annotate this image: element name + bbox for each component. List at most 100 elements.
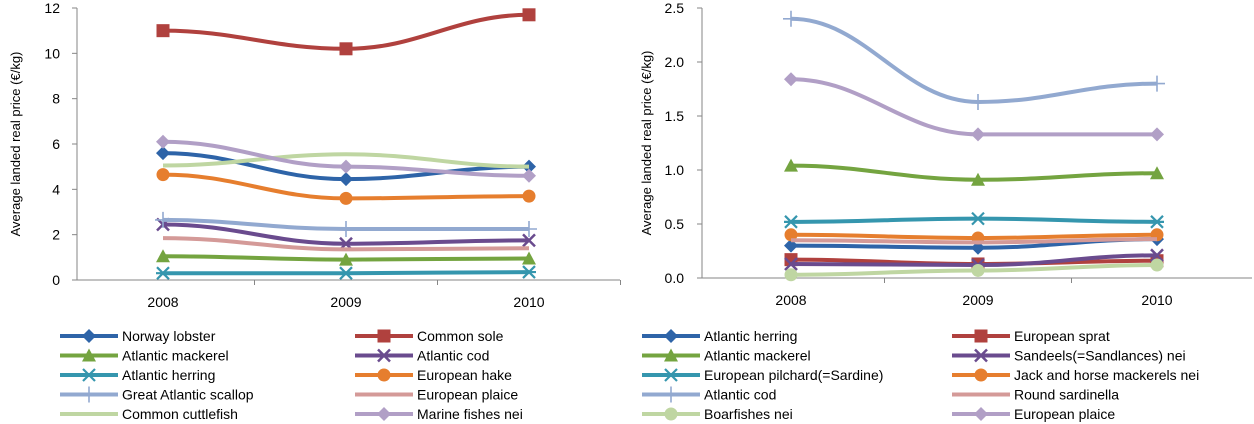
data-point	[784, 72, 798, 87]
series-european-plaice	[162, 236, 530, 252]
data-point	[156, 24, 170, 38]
y-tick-label: 1.5	[665, 108, 685, 124]
legend-entry: Great Atlantic scallop	[60, 386, 254, 403]
series-european-pilchard-sardine	[784, 211, 1164, 229]
series-atlantic-mackerel	[156, 249, 536, 266]
chart-right: 0.0 0.5 1.0 1.5 2.0 2.5 2008 2009 2010 Average la…	[639, 0, 1252, 422]
legend-swatch-marker	[664, 368, 678, 382]
legend-entry: Boarfishes nei	[642, 406, 793, 422]
data-point	[156, 168, 170, 182]
legend-label: Common cuttlefish	[122, 406, 238, 422]
data-point	[971, 172, 985, 186]
data-point	[1150, 215, 1164, 229]
legend-entry: European sprat	[952, 328, 1110, 344]
y-tick-label: 12	[44, 0, 60, 16]
y-tick-label: 4	[52, 181, 60, 197]
legend-label: Round sardinella	[1014, 387, 1119, 403]
data-point	[522, 8, 536, 22]
series-european-plaice	[784, 72, 1164, 142]
legend-label: Atlantic mackerel	[122, 348, 229, 364]
legend-entry: Atlantic cod	[642, 386, 776, 403]
data-point	[156, 266, 170, 280]
legend-label: Atlantic herring	[122, 367, 215, 383]
data-point	[339, 191, 353, 205]
legend-swatch-marker	[974, 368, 988, 382]
legend-entry: Common sole	[355, 328, 504, 344]
legend-label: European hake	[417, 367, 512, 383]
data-point	[339, 266, 353, 280]
data-point	[339, 252, 353, 266]
legend-label: Jack and horse mackerels nei	[1014, 367, 1199, 383]
data-point	[522, 233, 536, 248]
y-tick-label: 2.0	[665, 54, 685, 70]
legend-label: Sandeels(=Sandlances) nei	[1014, 348, 1186, 364]
data-point	[784, 158, 798, 172]
legend-swatch-marker	[377, 368, 391, 382]
y-axis-title: Average landed real price (€/kg)	[639, 51, 654, 236]
data-point	[521, 221, 537, 237]
legend-entry: Marine fishes nei	[355, 406, 523, 422]
y-tick-label: 1.0	[665, 162, 685, 178]
legend-entry: European plaice	[952, 406, 1115, 422]
x-tick-label: 2008	[147, 294, 178, 310]
series-boarfishes-nei	[784, 258, 1164, 282]
y-tick-label: 0.0	[665, 270, 685, 286]
data-point	[522, 265, 536, 279]
legend-entry: Atlantic mackerel	[60, 348, 229, 364]
legend-entry: Round sardinella	[952, 387, 1119, 403]
data-point	[784, 215, 798, 229]
legend-swatch-marker	[664, 329, 678, 343]
legend-entry: Atlantic herring	[60, 367, 215, 383]
legend-label: Atlantic cod	[704, 387, 776, 403]
y-tick-label: 8	[52, 91, 60, 107]
legend-swatch-marker	[377, 329, 391, 343]
series-atlantic-mackerel	[784, 158, 1164, 186]
legend-entry: Common cuttlefish	[60, 406, 238, 422]
legend-swatch-marker	[82, 368, 96, 382]
legend-entry: Sandeels(=Sandlances) nei	[952, 348, 1186, 364]
series-line	[162, 236, 530, 252]
legend-label: European pilchard(=Sardine)	[704, 367, 883, 383]
y-axis-title: Average landed real price (€/kg)	[8, 52, 23, 237]
legend-entry: European plaice	[355, 387, 518, 403]
data-point	[339, 159, 353, 174]
data-point	[156, 249, 170, 263]
legend-swatch-marker	[82, 348, 96, 362]
x-tick-label: 2008	[775, 292, 806, 308]
data-point	[339, 42, 353, 56]
legend-label: Atlantic cod	[417, 348, 489, 364]
legend-swatch-marker	[664, 348, 678, 362]
series-common-cuttlefish	[162, 152, 530, 169]
legend-swatch-marker	[664, 407, 678, 421]
data-point	[784, 228, 798, 242]
data-point	[971, 127, 985, 142]
data-point	[522, 168, 536, 183]
legend-swatch-marker	[377, 348, 391, 363]
legend-entry: Atlantic cod	[355, 348, 489, 364]
data-point	[971, 263, 985, 277]
legend-swatch-marker	[82, 329, 96, 343]
data-point	[1149, 75, 1165, 92]
y-tick-label: 0.5	[665, 216, 685, 232]
legend-label: Atlantic herring	[704, 328, 797, 344]
series-atlantic-herring	[156, 265, 536, 280]
legend-swatch-marker	[663, 386, 679, 403]
data-point	[338, 221, 354, 237]
series-great-atlantic-scallop	[155, 211, 537, 237]
chart-left: 0 2 4 6 8 10 12 2008 2009 2010 Average landed real…	[8, 0, 621, 422]
y-tick-label: 0	[52, 272, 60, 288]
legend-entry: European pilchard(=Sardine)	[642, 367, 883, 383]
data-point	[1150, 127, 1164, 142]
series-marine-fishes-nei	[156, 134, 536, 183]
x-tick-label: 2010	[513, 294, 544, 310]
legend-label: European plaice	[1014, 406, 1115, 422]
data-point	[156, 146, 170, 161]
data-point	[522, 251, 536, 265]
legend-entry: European hake	[355, 367, 512, 383]
series-european-hake	[156, 168, 536, 205]
legend-entry: Atlantic mackerel	[642, 348, 811, 364]
series-line	[790, 237, 1158, 245]
legend-swatch-marker	[974, 329, 988, 343]
x-tick-label: 2009	[330, 294, 361, 310]
data-point	[783, 10, 799, 27]
